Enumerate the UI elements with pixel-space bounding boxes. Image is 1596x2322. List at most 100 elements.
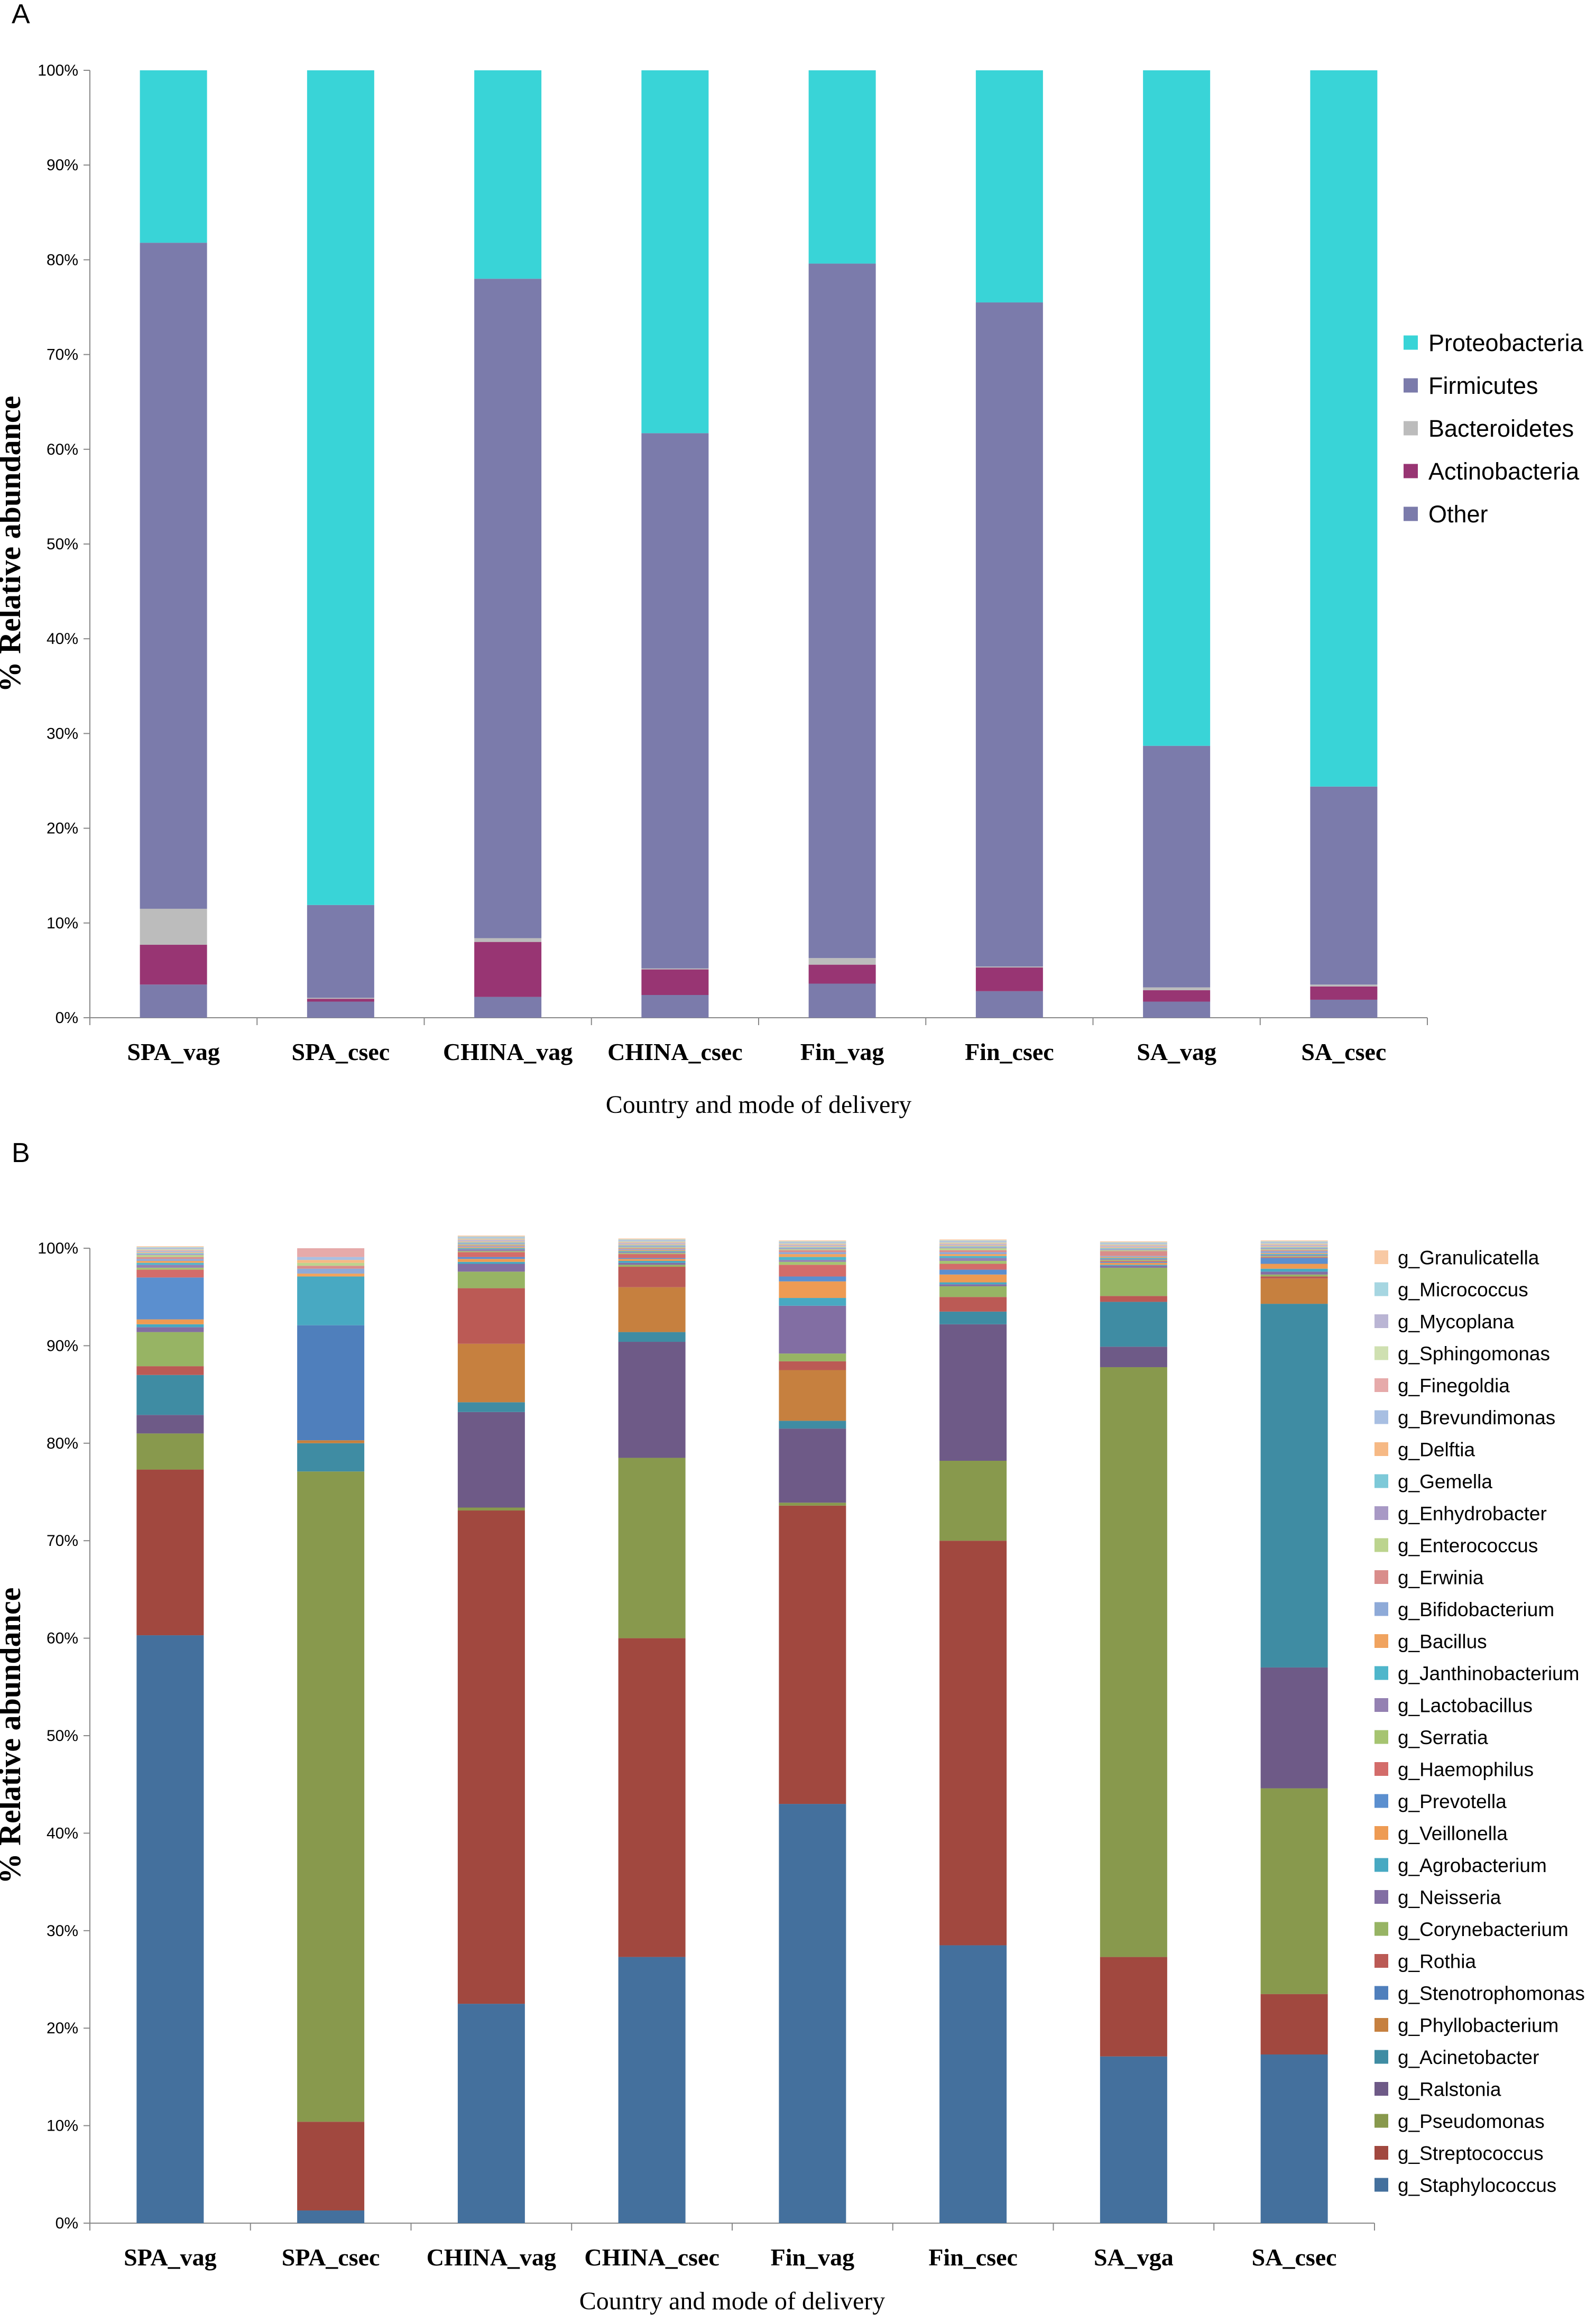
b-bar-spa-vag-g-corynebacterium <box>136 1332 204 1367</box>
b-bar-sa-csec-g-micrococcus <box>1260 1241 1328 1242</box>
a-bar-fin-vag-actinobacteria <box>808 964 876 984</box>
b-bar-china-vag-g-brevundimonas <box>457 1240 525 1242</box>
b-bar-fin-vag-g-neisseria <box>779 1305 846 1354</box>
b-y-tick-label: 50% <box>47 1727 78 1745</box>
b-bar-sa-csec-g-enhydrobacter <box>1260 1248 1328 1249</box>
a-bar-china-csec-firmicutes <box>641 433 709 969</box>
a-y-tick-label: 50% <box>47 536 78 553</box>
b-legend-label-g-veillonella: g_Veillonella <box>1398 1822 1508 1844</box>
a-bar-china-vag-firmicutes <box>474 279 542 938</box>
b-bar-sa-csec-g-bacillus <box>1260 1253 1328 1255</box>
b-bar-china-csec-g-neisseria <box>618 1263 686 1265</box>
b-bar-sa-csec-g-acinetobacter <box>1260 1304 1328 1667</box>
b-legend-label-g-bacillus: g_Bacillus <box>1398 1630 1487 1652</box>
b-bar-sa-vga-g-agrobacterium <box>1100 1265 1167 1266</box>
b-bar-spa-vag-g-delftia <box>136 1252 204 1254</box>
b-bar-china-vag-g-enterococcus <box>457 1244 525 1246</box>
b-bar-sa-csec-g-granulicatella <box>1260 1240 1328 1242</box>
a-bar-spa-csec-proteobacteria <box>307 70 374 905</box>
b-legend-swatch-g-agrobacterium <box>1374 1858 1388 1872</box>
b-legend-swatch-g-pseudomonas <box>1374 2114 1388 2128</box>
a-bar-china-csec-actinobacteria <box>641 969 709 995</box>
a-y-tick-label: 90% <box>47 156 78 174</box>
a-bar-china-vag-other <box>474 997 542 1018</box>
a-bar-sa-vag-bacteroidetes <box>1143 987 1211 991</box>
b-legend-label-g-janthinobacterium: g_Janthinobacterium <box>1398 1663 1580 1684</box>
a-bar-china-vag-actinobacteria <box>474 942 542 997</box>
b-legend-swatch-g-gemella <box>1374 1474 1388 1488</box>
b-x-tick-label: SA_csec <box>1252 2244 1337 2271</box>
b-legend-label-g-enterococcus: g_Enterococcus <box>1398 1535 1538 1556</box>
a-bar-fin-csec-bacteroidetes <box>975 966 1043 968</box>
b-legend-label-g-sphingomonas: g_Sphingomonas <box>1398 1343 1550 1365</box>
b-bar-china-csec-g-mycoplana <box>618 1240 686 1242</box>
b-x-tick-label: Fin_csec <box>928 2244 1018 2271</box>
a-bar-spa-csec-actinobacteria <box>307 999 374 1002</box>
b-bar-fin-csec-g-corynebacterium <box>939 1286 1007 1297</box>
b-bar-spa-csec-g-bifidobacterium <box>297 1268 365 1274</box>
b-legend-label-g-granulicatella: g_Granulicatella <box>1398 1247 1539 1268</box>
b-legend-label-g-micrococcus: g_Micrococcus <box>1398 1279 1528 1301</box>
b-bar-spa-csec-g-finegoldia <box>297 1248 365 1257</box>
a-legend-label-firmicutes: Firmicutes <box>1428 372 1538 399</box>
a-bar-sa-vag-proteobacteria <box>1143 70 1211 746</box>
b-bar-sa-vga-g-veillonella <box>1100 1263 1167 1265</box>
b-legend-label-g-enhydrobacter: g_Enhydrobacter <box>1398 1503 1547 1524</box>
b-bar-spa-vag-g-ralstonia <box>136 1415 204 1434</box>
b-bar-fin-vag-g-haemophilus <box>779 1265 846 1277</box>
b-bar-spa-vag-g-mycoplana <box>136 1248 204 1249</box>
b-legend-swatch-g-staphylococcus <box>1374 2178 1388 2192</box>
b-bar-fin-vag-g-bacillus <box>779 1254 846 1257</box>
b-bar-spa-csec-g-agrobacterium <box>297 1276 365 1325</box>
panel-label-b: B <box>12 1138 30 1168</box>
b-legend-label-g-delftia: g_Delftia <box>1398 1439 1475 1460</box>
b-bar-china-csec-g-corynebacterium <box>618 1265 686 1267</box>
b-bar-china-vag-g-granulicatella <box>457 1236 525 1237</box>
b-bar-fin-vag-g-streptococcus <box>779 1505 846 1804</box>
b-bar-china-csec-g-lactobacillus <box>618 1252 686 1254</box>
b-bar-china-csec-g-enhydrobacter <box>618 1246 686 1248</box>
a-bar-spa-vag-firmicutes <box>140 243 207 909</box>
b-bar-china-vag-g-rothia <box>457 1288 525 1344</box>
b-bar-sa-csec-g-agrobacterium <box>1260 1268 1328 1272</box>
b-bar-fin-vag-g-prevotella <box>779 1276 846 1282</box>
b-bar-fin-vag-g-ralstonia <box>779 1429 846 1503</box>
b-legend-swatch-g-enhydrobacter <box>1374 1506 1388 1520</box>
b-legend-swatch-g-micrococcus <box>1374 1282 1388 1296</box>
b-bar-china-csec-g-staphylococcus <box>618 1957 686 2223</box>
b-legend-label-g-erwinia: g_Erwinia <box>1398 1567 1484 1588</box>
b-bar-spa-csec-g-enterococcus <box>297 1263 365 1266</box>
a-x-tick-label: Fin_csec <box>965 1038 1054 1065</box>
b-bar-china-vag-g-bacillus <box>457 1247 525 1248</box>
a-bar-spa-vag-proteobacteria <box>140 70 207 243</box>
b-bar-fin-csec-g-staphylococcus <box>939 1945 1007 2223</box>
b-x-tick-label: Fin_vag <box>771 2244 854 2271</box>
b-legend-swatch-g-ralstonia <box>1374 2082 1388 2096</box>
b-bar-spa-vag-g-brevundimonas <box>136 1251 204 1252</box>
b-bar-china-csec-g-erwinia <box>618 1248 686 1249</box>
b-bar-fin-vag-g-corynebacterium <box>779 1353 846 1361</box>
b-bar-spa-csec-g-acinetobacter <box>297 1443 365 1472</box>
b-bar-sa-csec-g-enterococcus <box>1260 1249 1328 1250</box>
b-legend-label-g-streptococcus: g_Streptococcus <box>1398 2142 1544 2164</box>
b-bar-fin-vag-g-pseudomonas <box>779 1503 846 1506</box>
b-bar-sa-vga-g-pseudomonas <box>1100 1367 1167 1957</box>
b-bar-sa-vga-g-delftia <box>1100 1247 1167 1248</box>
b-bar-fin-vag-g-micrococcus <box>779 1241 846 1242</box>
b-bar-sa-csec-g-staphylococcus <box>1260 2054 1328 2223</box>
a-bar-sa-vag-actinobacteria <box>1143 990 1211 1002</box>
b-bar-china-csec-g-agrobacterium <box>618 1260 686 1263</box>
b-legend-swatch-g-mycoplana <box>1374 1314 1388 1328</box>
b-bar-sa-csec-g-finegoldia <box>1260 1244 1328 1246</box>
b-legend-label-g-acinetobacter: g_Acinetobacter <box>1398 2047 1539 2068</box>
b-legend-swatch-g-delftia <box>1374 1442 1388 1456</box>
a-bar-fin-csec-firmicutes <box>975 302 1043 967</box>
b-bar-china-vag-g-finegoldia <box>457 1239 525 1241</box>
b-bar-fin-vag-g-erwinia <box>779 1250 846 1252</box>
b-legend-label-g-brevundimonas: g_Brevundimonas <box>1398 1407 1555 1429</box>
a-bar-fin-vag-proteobacteria <box>808 70 876 264</box>
b-bar-fin-csec-g-micrococcus <box>939 1240 1007 1242</box>
b-bar-spa-csec-g-stenotrophomonas <box>297 1325 365 1441</box>
b-bar-spa-vag-g-bacillus <box>136 1260 204 1263</box>
a-bar-spa-csec-other <box>307 1001 374 1018</box>
